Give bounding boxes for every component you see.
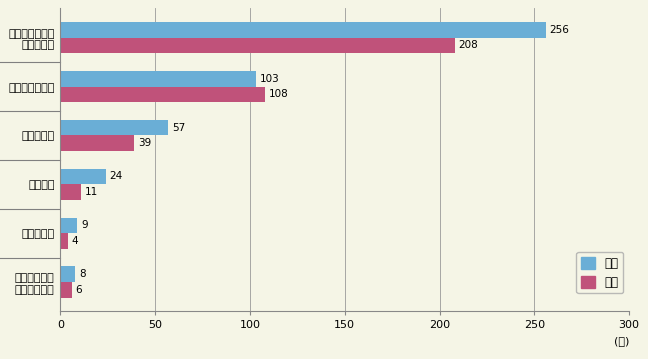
Text: 57: 57 bbox=[172, 122, 185, 132]
Text: 103: 103 bbox=[259, 74, 279, 84]
Bar bbox=[60, 22, 546, 38]
Bar bbox=[60, 87, 265, 102]
Bar bbox=[60, 266, 75, 282]
Bar bbox=[60, 38, 455, 53]
Legend: 男性, 女性: 男性, 女性 bbox=[576, 252, 623, 293]
Text: 256: 256 bbox=[550, 25, 570, 35]
Text: 24: 24 bbox=[110, 172, 123, 181]
Bar bbox=[60, 184, 81, 200]
Text: (分): (分) bbox=[614, 336, 629, 346]
Text: 39: 39 bbox=[138, 138, 151, 148]
Text: 4: 4 bbox=[72, 236, 78, 246]
Text: 108: 108 bbox=[269, 89, 288, 99]
Text: 6: 6 bbox=[75, 285, 82, 295]
Bar bbox=[60, 282, 72, 298]
Bar bbox=[60, 218, 77, 233]
Bar bbox=[60, 120, 168, 135]
Text: 208: 208 bbox=[459, 41, 478, 51]
Bar bbox=[60, 233, 68, 249]
Text: 8: 8 bbox=[79, 269, 86, 279]
Bar bbox=[60, 169, 106, 184]
Bar bbox=[60, 135, 134, 151]
Text: 9: 9 bbox=[81, 220, 87, 230]
Bar bbox=[60, 71, 255, 87]
Text: 11: 11 bbox=[85, 187, 98, 197]
